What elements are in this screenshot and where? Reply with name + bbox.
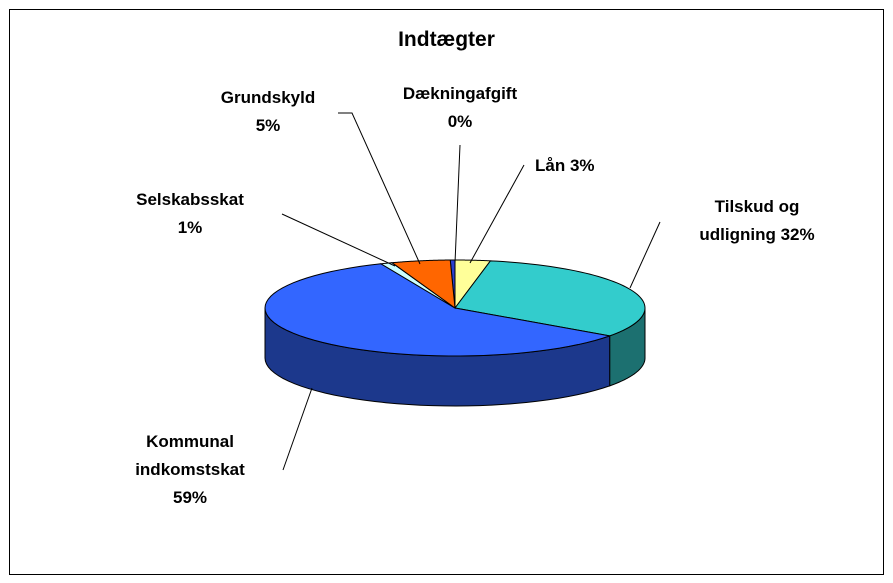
chart-title: Indtægter bbox=[398, 28, 495, 51]
label-name: Tilskud og udligning bbox=[699, 197, 800, 244]
slice bbox=[379, 262, 456, 309]
leader-line bbox=[469, 164, 525, 264]
data-label: Dækningafgift 0% bbox=[395, 80, 525, 136]
label-value: 5% bbox=[255, 116, 281, 135]
label-value: 59% bbox=[172, 488, 208, 507]
slice bbox=[264, 263, 610, 357]
leader-line bbox=[338, 112, 421, 265]
label-value: 32% bbox=[780, 225, 815, 244]
label-name: Selskabsskat bbox=[136, 190, 244, 209]
slice bbox=[454, 260, 646, 337]
label-name: Lån bbox=[535, 156, 566, 175]
label-value: 0% bbox=[447, 112, 473, 131]
label-name: Dækningafgift bbox=[402, 84, 518, 103]
data-label: Kommunal indkomstskat 59% bbox=[125, 428, 255, 512]
label-value: 1% bbox=[177, 218, 203, 237]
leader-line bbox=[454, 144, 461, 264]
data-label: Selskabsskat 1% bbox=[130, 186, 250, 242]
data-label: Grundskyld 5% bbox=[218, 84, 318, 140]
leader-line bbox=[281, 213, 396, 267]
leader-line bbox=[282, 387, 313, 471]
label-name: Grundskyld bbox=[220, 88, 316, 107]
data-label: Tilskud og udligning 32% bbox=[687, 193, 827, 249]
label-value: 3% bbox=[569, 156, 595, 175]
leader-line bbox=[629, 221, 661, 289]
slice bbox=[390, 259, 456, 310]
label-name: Kommunal indkomstskat bbox=[135, 432, 245, 479]
data-label: Lån 3% bbox=[535, 152, 635, 180]
